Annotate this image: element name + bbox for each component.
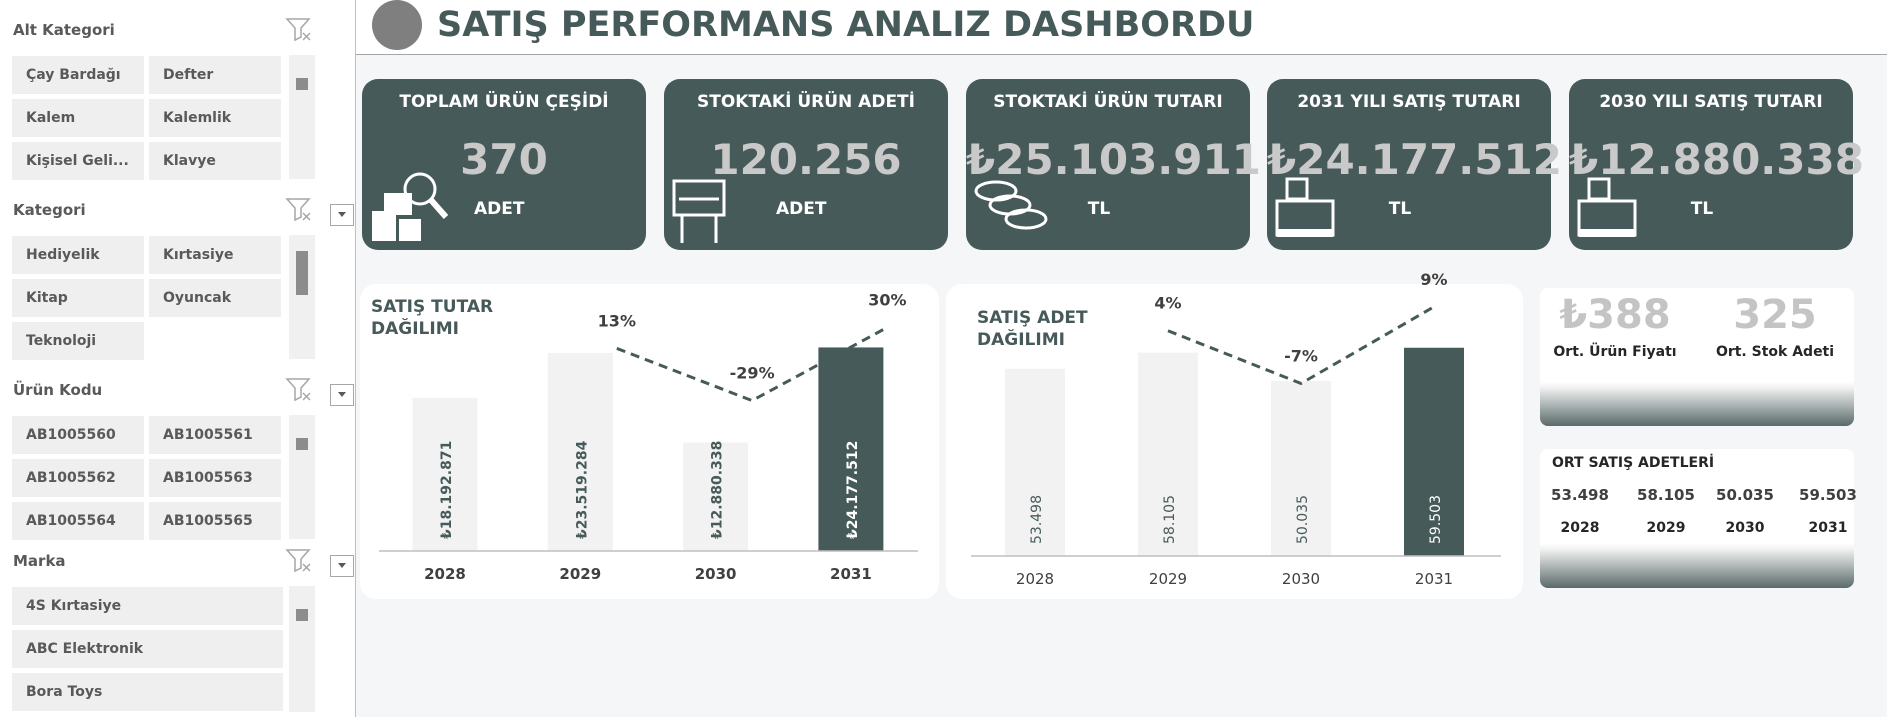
dropdown[interactable] [330,384,354,406]
scrollbar [289,586,315,712]
kpi-unit: ADET [776,199,827,219]
slicer-button[interactable]: 4S Kırtasiye [12,587,283,625]
slicer-button[interactable]: AB1005563 [149,459,281,497]
slicer-button[interactable]: Oyuncak [149,279,281,317]
kpi-title: STOKTAKİ ÜRÜN ADETİ [697,92,915,112]
kpi-value: ₺25.103.911 [966,135,1261,184]
scroll-thumb [296,78,308,90]
ort-panel [1540,449,1854,588]
slicer-button[interactable]: ABC Elektronik [12,630,283,668]
kpi-unit: ADET [474,199,525,219]
scroll-thumb [296,609,308,621]
kpi-unit: TL [1087,199,1111,219]
slicer-button[interactable]: Defter [149,56,281,94]
kpi-value: ₺24.177.512 [1267,135,1562,184]
ort-value: 59.503 [1799,486,1857,504]
kpi-value: 370 [460,135,548,184]
slicer-title: Ürün Kodu [13,381,103,399]
scrollbar [289,55,315,179]
scrollbar [289,415,315,539]
slicer-button[interactable]: Kırtasiye [149,236,281,274]
avg-label: Ort. Ürün Fiyatı [1553,344,1677,360]
ort-year: 2031 [1808,520,1848,536]
kpi-title: 2030 YILI SATIŞ TUTARI [1599,92,1823,112]
ort-year: 2030 [1725,520,1765,536]
slicer-button[interactable]: Bora Toys [12,673,283,711]
slicer-button[interactable]: Kitap [12,279,144,317]
slicer-button[interactable]: Klavye [149,142,281,180]
ort-year: 2028 [1560,520,1600,536]
avg-value: ₺388 [1559,292,1671,338]
ort-value: 50.035 [1716,486,1774,504]
slicer-button[interactable]: Teknoloji [12,322,144,360]
kpi-value: ₺12.880.338 [1569,135,1864,184]
ort-value: 58.105 [1637,486,1695,504]
kpi-unit: TL [1388,199,1412,219]
chart-title: SATIŞ TUTAR DAĞILIMI [371,297,494,339]
slicer-title: Marka [13,552,66,570]
slicer-title: Kategori [13,201,86,219]
scroll-thumb [296,438,308,450]
slicer-button[interactable]: Kalemlik [149,99,281,137]
kpi-title: 2031 YILI SATIŞ TUTARI [1297,92,1521,112]
slicer-title: Alt Kategori [13,21,115,39]
slicer-button[interactable]: AB1005561 [149,416,281,454]
kpi-title: STOKTAKİ ÜRÜN TUTARI [993,92,1223,112]
slicer-button[interactable]: AB1005565 [149,502,281,540]
avg-value: 325 [1733,292,1817,338]
avg-panel [1540,288,1854,426]
dropdown[interactable] [330,204,354,226]
slicer-button[interactable]: AB1005562 [12,459,144,497]
ort-year: 2029 [1646,520,1686,536]
avg-label: Ort. Stok Adeti [1715,344,1835,360]
logo [372,0,422,50]
slicer-button[interactable]: AB1005560 [12,416,144,454]
kpi-unit: TL [1690,199,1714,219]
header [356,0,1887,55]
slicer-button[interactable]: Kişisel Geli... [12,142,144,180]
scroll-thumb [296,251,308,295]
chart-title: SATIŞ ADET DAĞILIMI [977,308,1088,350]
dropdown[interactable] [330,555,354,577]
slicer-button[interactable]: Hediyelik [12,236,144,274]
ort-value: 53.498 [1551,486,1609,504]
page-title: SATIŞ PERFORMANS ANALIZ DASHBORDU [437,5,1255,45]
slicer-button[interactable]: Çay Bardağı [12,56,144,94]
kpi-title: TOPLAM ÜRÜN ÇEŞİDİ [399,92,609,112]
kpi-value: 120.256 [710,135,902,184]
slicer-button[interactable]: AB1005564 [12,502,144,540]
ort-title: ORT SATIŞ ADETLERİ [1552,455,1715,471]
slicer-button[interactable]: Kalem [12,99,144,137]
